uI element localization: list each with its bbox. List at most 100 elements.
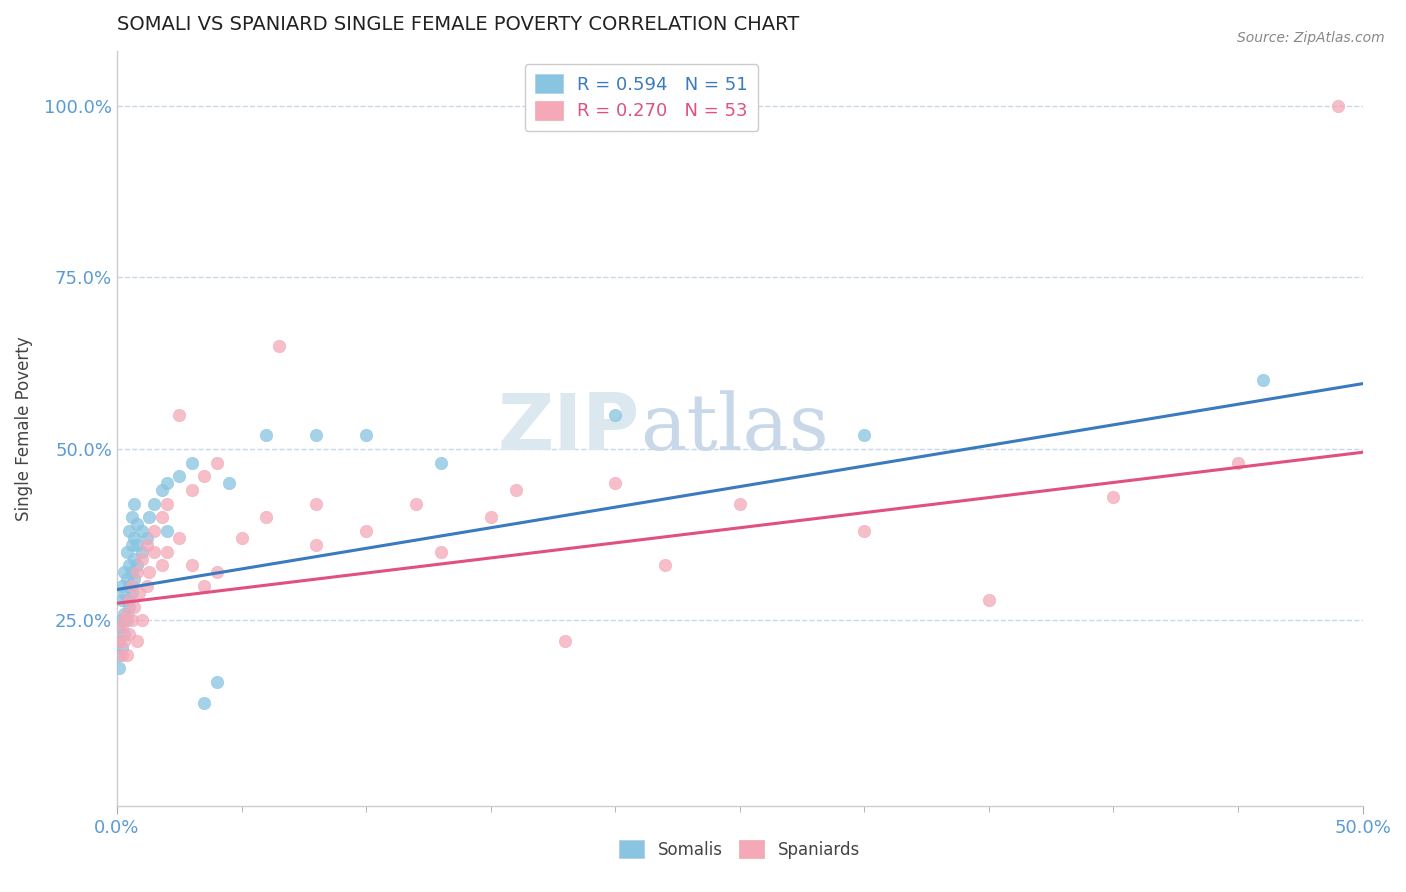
Point [156, 497, 179, 511]
Legend: Somalis, Spaniards: Somalis, Spaniards [613, 834, 866, 865]
Point [111, 620, 134, 634]
Point [267, 339, 290, 353]
Point [118, 599, 141, 614]
Point [167, 531, 190, 545]
Point [121, 579, 143, 593]
Point [479, 510, 502, 524]
Point [167, 408, 190, 422]
Point [167, 469, 190, 483]
Point [118, 592, 141, 607]
Point [256, 428, 278, 442]
Point [977, 592, 1000, 607]
Point [108, 648, 131, 662]
Point [118, 579, 141, 593]
Point [118, 627, 141, 641]
Text: ZIP: ZIP [498, 391, 640, 467]
Point [111, 614, 134, 628]
Point [124, 551, 146, 566]
Point [654, 558, 676, 573]
Point [121, 566, 143, 580]
Text: atlas: atlas [640, 391, 830, 467]
Point [115, 572, 138, 586]
Point [853, 524, 876, 539]
Point [354, 524, 377, 539]
Point [125, 538, 148, 552]
Point [125, 558, 148, 573]
Point [205, 675, 228, 690]
Point [125, 566, 148, 580]
Point [256, 510, 278, 524]
Point [118, 558, 141, 573]
Point [305, 428, 328, 442]
Point [118, 524, 141, 539]
Point [728, 497, 751, 511]
Point [125, 634, 148, 648]
Point [205, 456, 228, 470]
Point [405, 497, 427, 511]
Point [180, 483, 202, 497]
Point [138, 510, 160, 524]
Point [218, 476, 240, 491]
Point [115, 592, 138, 607]
Point [124, 572, 146, 586]
Point [124, 497, 146, 511]
Point [135, 531, 157, 545]
Point [115, 614, 138, 628]
Point [128, 586, 150, 600]
Point [180, 456, 202, 470]
Point [125, 517, 148, 532]
Point [131, 551, 153, 566]
Point [143, 497, 166, 511]
Point [193, 469, 215, 483]
Point [131, 545, 153, 559]
Point [114, 614, 136, 628]
Point [121, 614, 143, 628]
Point [193, 696, 215, 710]
Point [114, 586, 136, 600]
Point [354, 428, 377, 442]
Point [115, 607, 138, 621]
Text: SOMALI VS SPANIARD SINGLE FEMALE POVERTY CORRELATION CHART: SOMALI VS SPANIARD SINGLE FEMALE POVERTY… [117, 15, 799, 34]
Point [108, 661, 131, 675]
Point [121, 538, 143, 552]
Point [108, 634, 131, 648]
Point [131, 524, 153, 539]
Point [111, 648, 134, 662]
Point [1227, 456, 1250, 470]
Point [135, 579, 157, 593]
Point [143, 545, 166, 559]
Point [135, 538, 157, 552]
Point [605, 408, 627, 422]
Point [150, 558, 173, 573]
Point [124, 599, 146, 614]
Y-axis label: Single Female Poverty: Single Female Poverty [15, 336, 32, 521]
Point [124, 531, 146, 545]
Point [305, 538, 328, 552]
Point [554, 634, 576, 648]
Point [156, 476, 179, 491]
Point [1326, 99, 1348, 113]
Point [180, 558, 202, 573]
Point [143, 524, 166, 539]
Point [114, 607, 136, 621]
Point [430, 456, 453, 470]
Point [231, 531, 253, 545]
Point [150, 510, 173, 524]
Point [108, 634, 131, 648]
Point [156, 524, 179, 539]
Point [108, 620, 131, 634]
Point [114, 634, 136, 648]
Point [430, 545, 453, 559]
Point [115, 545, 138, 559]
Point [111, 640, 134, 655]
Point [150, 483, 173, 497]
Point [131, 614, 153, 628]
Point [1251, 373, 1274, 387]
Point [111, 592, 134, 607]
Point [111, 579, 134, 593]
Point [115, 648, 138, 662]
Point [121, 510, 143, 524]
Point [138, 566, 160, 580]
Text: Source: ZipAtlas.com: Source: ZipAtlas.com [1237, 31, 1385, 45]
Point [193, 579, 215, 593]
